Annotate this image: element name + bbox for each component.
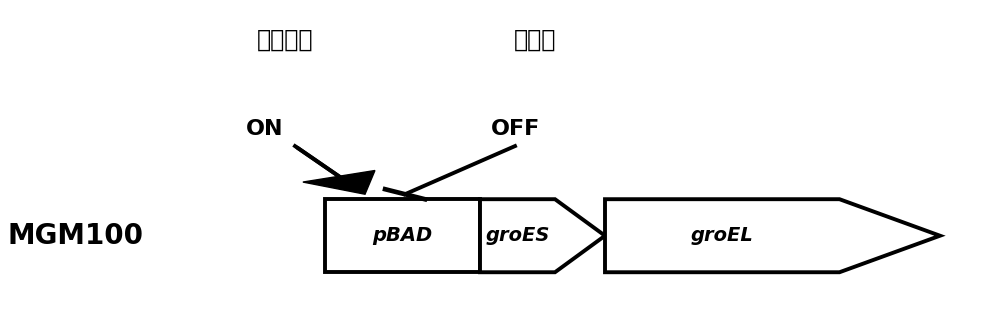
Polygon shape (605, 199, 940, 272)
Bar (325, 199, 480, 272)
Text: ON: ON (246, 120, 284, 139)
Text: MGM100: MGM100 (7, 222, 143, 250)
Text: groEL: groEL (691, 226, 754, 245)
Text: 葡萄糖: 葡萄糖 (514, 28, 556, 52)
Polygon shape (303, 171, 375, 194)
Polygon shape (480, 199, 605, 272)
Text: groES: groES (485, 226, 550, 245)
Text: OFF: OFF (490, 120, 540, 139)
Text: 阿拉伯糖: 阿拉伯糖 (257, 28, 313, 52)
Text: pBAD: pBAD (372, 226, 433, 245)
